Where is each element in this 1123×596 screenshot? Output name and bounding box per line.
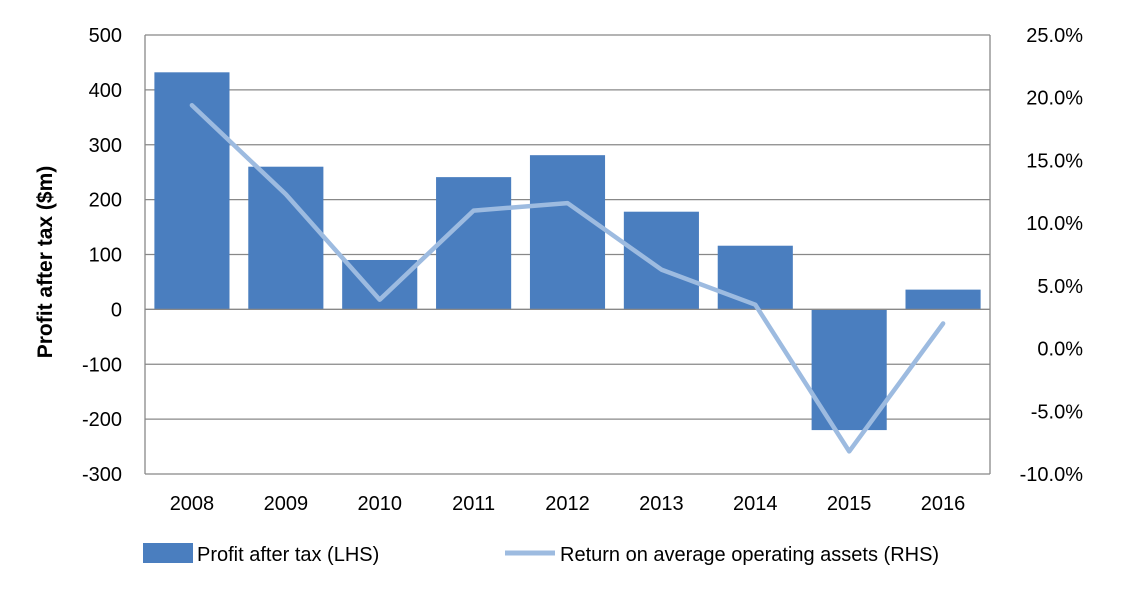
y-left-tick-label: 400: [89, 80, 122, 102]
y-left-tick-label: 0: [111, 299, 122, 321]
y-right-tick-label: -10.0%: [1020, 464, 1084, 486]
y-left-tick-label: -200: [82, 409, 122, 431]
x-tick-label: 2009: [264, 493, 309, 515]
y-left-tick-label: 500: [89, 25, 122, 47]
y-right-tick-label: 5.0%: [1037, 276, 1083, 298]
x-tick-label: 2011: [452, 493, 495, 515]
bar-series: [154, 72, 980, 430]
y-right-tick-label: 20.0%: [1026, 88, 1083, 110]
y-right-tick-label: 0.0%: [1037, 339, 1083, 361]
x-tick-label: 2008: [170, 493, 215, 515]
legend-line-label: Return on average operating assets (RHS): [560, 544, 939, 566]
bar: [906, 290, 981, 310]
x-tick-label: 2015: [827, 493, 872, 515]
bar: [624, 212, 699, 310]
y-left-tick-label: -300: [82, 464, 122, 486]
y-left-tick-label: 100: [89, 245, 122, 267]
y-right-tick-label: -5.0%: [1031, 401, 1083, 423]
bar: [248, 167, 323, 310]
x-tick-label: 2016: [921, 493, 966, 515]
bar: [436, 177, 511, 309]
y-left-tick-label: -100: [82, 354, 122, 376]
y-right-tick-label: 15.0%: [1026, 150, 1083, 172]
x-tick-label: 2014: [733, 493, 778, 515]
y-axis-label: Profit after tax ($m): [34, 166, 57, 359]
y-right-tick-label: 10.0%: [1026, 213, 1083, 235]
x-tick-label: 2012: [545, 493, 590, 515]
bar: [530, 155, 605, 309]
legend: Profit after tax (LHS) Return on average…: [143, 543, 939, 566]
bar: [718, 246, 793, 310]
y-left-tick-label: 300: [89, 135, 122, 157]
legend-bar-swatch: [143, 543, 193, 563]
y-left-tick-label: 200: [89, 190, 122, 212]
legend-bar-label: Profit after tax (LHS): [197, 544, 379, 566]
x-tick-label: 2013: [639, 493, 684, 515]
y-right-tick-label: 25.0%: [1026, 25, 1083, 47]
x-tick-label: 2010: [357, 493, 402, 515]
